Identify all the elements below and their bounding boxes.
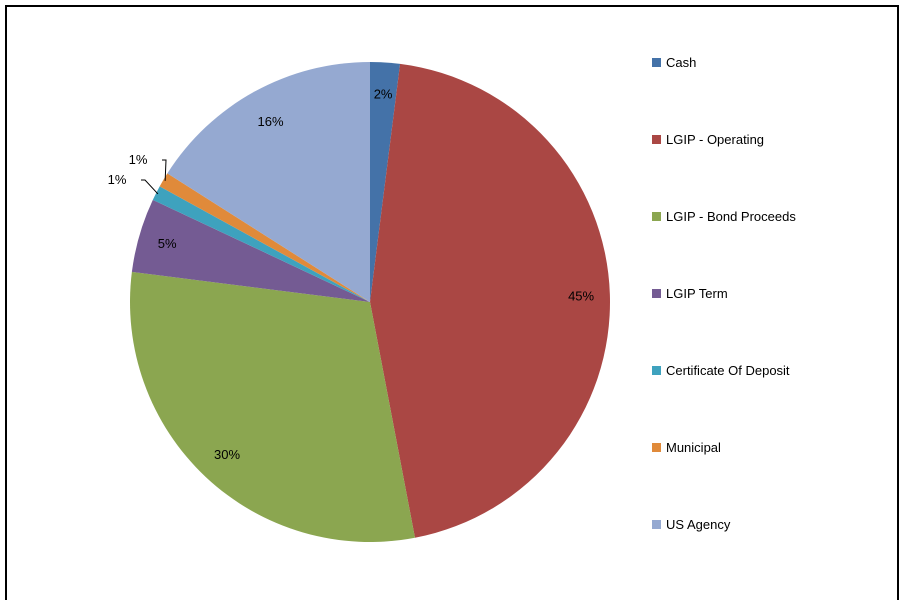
pie-slice-cash <box>370 62 401 302</box>
pie-slice-lgip-term <box>131 199 370 302</box>
legend-label-certificate-of-deposit: Certificate Of Deposit <box>666 363 790 378</box>
legend-swatch-us-agency <box>652 520 661 529</box>
data-label-certificate-of-deposit: 1% <box>108 172 127 187</box>
legend-swatch-lgip-bond-proceeds <box>652 212 661 221</box>
data-label-municipal: 1% <box>129 152 148 167</box>
data-label-lgip-operating: 45% <box>568 288 594 303</box>
legend-swatch-lgip-term <box>652 289 661 298</box>
legend-swatch-municipal <box>652 443 661 452</box>
legend-label-cash: Cash <box>666 55 696 70</box>
legend-swatch-certificate-of-deposit <box>652 366 661 375</box>
legend-swatch-cash <box>652 58 661 67</box>
data-label-us-agency: 16% <box>258 114 284 129</box>
pie-slice-municipal <box>159 173 370 302</box>
data-label-lgip-term: 5% <box>158 236 177 251</box>
pie-slices <box>129 62 611 542</box>
pie-slice-certificate-of-deposit <box>152 186 370 302</box>
leader-line-certificate-of-deposit <box>141 179 159 195</box>
legend-label-lgip-term: LGIP Term <box>666 286 728 301</box>
data-label-lgip-bond-proceeds: 30% <box>214 447 240 462</box>
legend: Cash LGIP - Operating LGIP - Bond Proceeds… <box>652 55 796 532</box>
legend-label-lgip-bond-proceeds: LGIP - Bond Proceeds <box>666 209 796 224</box>
pie-data-labels: 2% 45% 30% 5% 1%1% 16% <box>108 87 595 463</box>
pie-slice-us-agency <box>167 62 370 302</box>
pie-slice-lgip-operating <box>370 63 611 538</box>
legend-label-municipal: Municipal <box>666 440 721 455</box>
pie-slice-lgip-bond-proceeds <box>129 271 415 542</box>
legend-label-us-agency: US Agency <box>666 517 731 532</box>
leader-line-municipal <box>162 159 167 181</box>
legend-label-lgip-operating: LGIP - Operating <box>666 132 764 147</box>
data-label-cash: 2% <box>374 87 393 102</box>
legend-swatch-lgip-operating <box>652 135 661 144</box>
